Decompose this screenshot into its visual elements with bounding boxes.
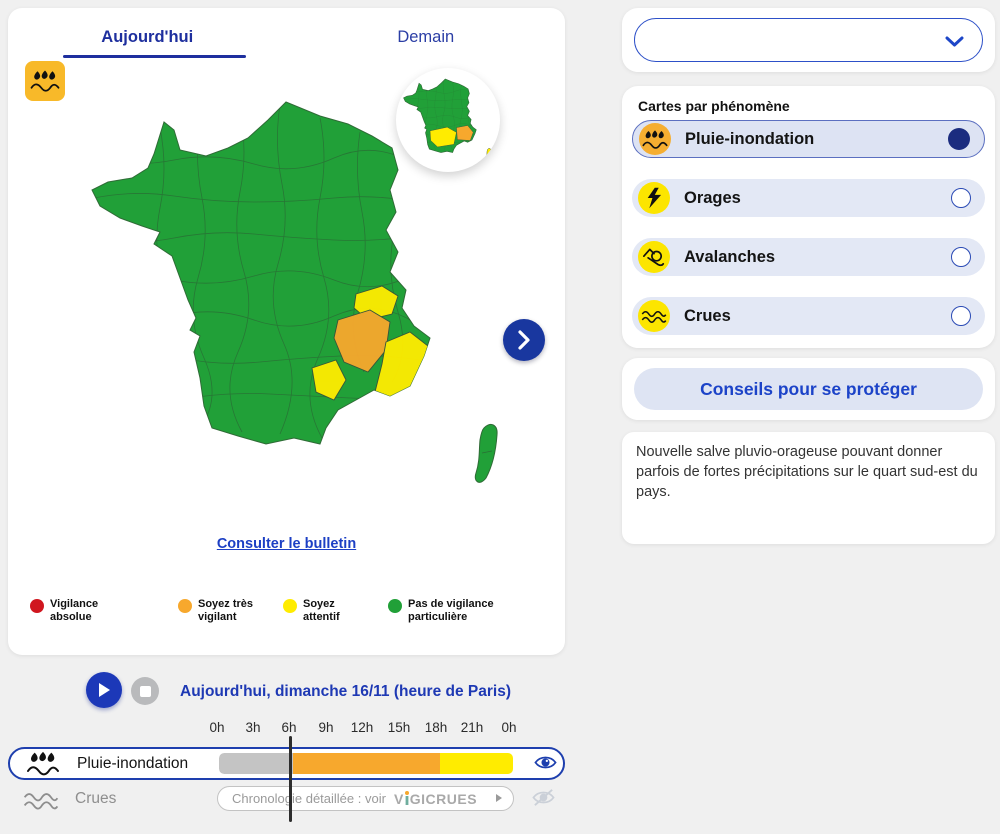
rain-flood-icon (24, 751, 62, 781)
hour-tick: 21h (460, 720, 484, 735)
bulletin-link-wrap: Consulter le bulletin (8, 535, 565, 553)
green-dot (388, 599, 402, 613)
yellow-dot (283, 599, 297, 613)
lightning-icon (638, 182, 670, 214)
france-vigilance-map[interactable] (80, 88, 520, 518)
vigicrues-gauge-icon (404, 791, 409, 805)
next-map-button[interactable] (503, 319, 545, 361)
day-tabs: Aujourd'hui Demain (8, 8, 565, 47)
row-label-crues: Crues (75, 790, 117, 807)
description-card: Nouvelle salve pluvio-orageuse pouvant d… (622, 432, 995, 544)
section-title: Cartes par phénomène (638, 98, 790, 114)
hour-tick: 12h (350, 720, 374, 735)
pluie-inondation-badge (25, 61, 65, 101)
france-green-base (91, 101, 431, 445)
corsica-green[interactable] (474, 423, 498, 483)
dept-yellow-lozere[interactable] (311, 359, 347, 401)
radio-unselected[interactable] (951, 306, 971, 326)
region-select-dropdown[interactable] (634, 18, 983, 62)
stop-button[interactable] (131, 677, 159, 705)
dept-orange-alpes-maritimes[interactable] (409, 375, 436, 405)
consulter-bulletin-link[interactable]: Consulter le bulletin (216, 536, 357, 552)
stop-icon (139, 685, 151, 697)
hour-tick: 9h (318, 720, 334, 735)
hour-tick: 3h (245, 720, 261, 735)
play-button[interactable] (86, 672, 122, 708)
vigicrues-logo: V GICRUES (393, 790, 478, 807)
phenomenon-item-pluie-inondation[interactable]: Pluie-inondation (632, 120, 985, 158)
hour-tick: 0h (501, 720, 517, 735)
hour-tick: 18h (424, 720, 448, 735)
row-label-pluie: Pluie-inondation (77, 755, 189, 772)
hour-tick: 0h (209, 720, 225, 735)
orange-dot (178, 599, 192, 613)
legend-item-green: Pas de vigilance particulière (388, 598, 494, 624)
vigicrues-button[interactable]: Chronologie détaillée : voir V GICRUES (217, 786, 514, 811)
pluie-timeline-track[interactable] (219, 753, 513, 774)
legend-item-orange: Soyez très vigilant (178, 598, 253, 624)
vigilance-legend: Vigilance absolue Soyez très vigilant So… (8, 598, 565, 638)
play-icon (99, 683, 110, 697)
visibility-eye-off-icon[interactable] (532, 788, 555, 812)
radio-unselected[interactable] (951, 188, 971, 208)
mini-france-map (403, 78, 491, 161)
dept-orange-ardeche-drome[interactable] (333, 309, 391, 373)
radio-selected[interactable] (948, 128, 970, 150)
timeline-segment-orange (292, 753, 440, 774)
rain-flood-icon (639, 123, 671, 155)
timeline-date-title: Aujourd'hui, dimanche 16/11 (heure de Pa… (180, 683, 511, 700)
phenomenon-item-avalanches[interactable]: Avalanches (632, 238, 985, 276)
tab-demain[interactable]: Demain (397, 28, 455, 46)
map-card: Aujourd'hui Demain (8, 8, 565, 655)
chevron-down-icon (945, 36, 964, 47)
legend-item-red: Vigilance absolue (30, 598, 98, 624)
dropdown-card (622, 8, 995, 72)
radio-unselected[interactable] (951, 247, 971, 267)
chevron-right-icon (495, 790, 503, 808)
hour-axis: 0h 3h 6h 9h 12h 15h 18h 21h 0h (0, 720, 1000, 736)
phenomenon-description: Nouvelle salve pluvio-orageuse pouvant d… (636, 444, 978, 500)
pluie-inondation-timeline-row: Pluie-inondation (8, 747, 565, 780)
timeline-segment-yellow (439, 753, 513, 774)
timeline-segment-grey (219, 753, 293, 774)
phenomena-card: Cartes par phénomène Pluie-inondation Or… (622, 86, 995, 348)
conseils-button[interactable]: Conseils pour se protéger (634, 368, 983, 410)
visibility-eye-icon[interactable] (534, 754, 557, 776)
waves-icon (638, 300, 670, 332)
waves-icon (22, 790, 60, 815)
map-zoom-inset[interactable] (396, 68, 500, 172)
advice-card: Conseils pour se protéger (622, 358, 995, 420)
avalanche-icon (638, 241, 670, 273)
hour-tick: 6h (281, 720, 297, 735)
legend-item-yellow: Soyez attentif (283, 598, 340, 624)
crues-timeline-row: Crues Chronologie détaillée : voir V GIC… (8, 786, 565, 814)
red-dot (30, 599, 44, 613)
phenomenon-item-orages[interactable]: Orages (632, 179, 985, 217)
tab-aujourdhui[interactable]: Aujourd'hui (101, 28, 194, 46)
phenomenon-item-crues[interactable]: Crues (632, 297, 985, 335)
hour-tick: 15h (387, 720, 411, 735)
active-tab-underline (63, 55, 246, 58)
rain-flood-icon (30, 70, 60, 92)
chevron-right-icon (518, 330, 530, 350)
